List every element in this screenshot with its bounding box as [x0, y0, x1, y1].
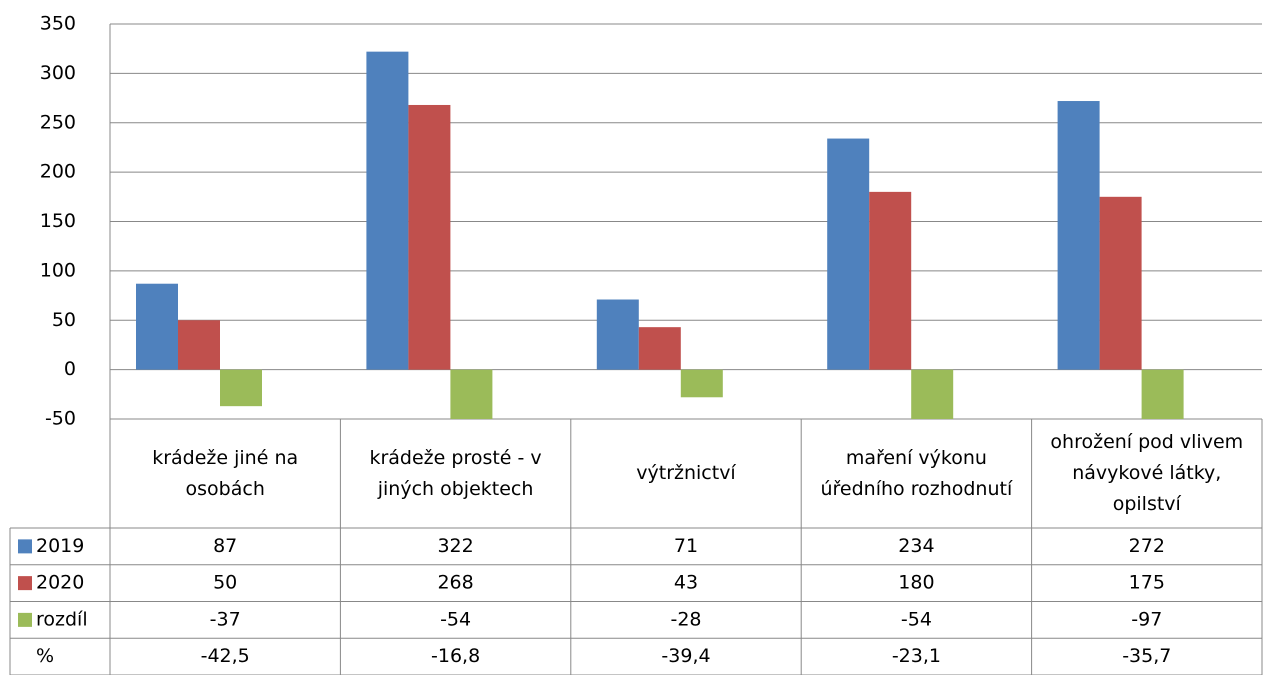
bar: [827, 138, 870, 370]
y-tick-label: 250: [40, 111, 76, 133]
table-value: -16,8: [431, 645, 480, 667]
legend-label: rozdíl: [36, 608, 88, 630]
y-tick-label: 50: [52, 309, 76, 331]
row-label: %: [36, 645, 54, 667]
table-value: -39,4: [661, 645, 710, 667]
legend-swatch: [18, 539, 32, 554]
bar: [1057, 101, 1100, 370]
category-label-box: ohrožení pod vlivem návykové látky, opil…: [1050, 431, 1244, 515]
y-tick-label: 300: [40, 62, 76, 84]
legend-label: 2019: [36, 535, 84, 557]
bar: [408, 104, 451, 370]
bar: [220, 369, 262, 407]
x-tick-label: výtržnictví: [636, 462, 736, 484]
category-label-box: maření výkonu úředního rozhodnutí: [820, 446, 1013, 500]
bar: [366, 51, 409, 370]
table-value: -54: [440, 608, 471, 630]
category-label-box: výtržnictví: [636, 462, 736, 484]
table-value: -23,1: [892, 645, 941, 667]
category-label-box: krádeže prosté - v jiných objektech: [369, 446, 542, 500]
x-tick-label: krádeže jiné na osobách: [152, 446, 299, 500]
grid: -50 0 50 100 150 200 250 300 350: [40, 13, 1262, 430]
bar: [911, 369, 954, 419]
y-tick-label: -50: [45, 408, 76, 430]
table-value: 50: [213, 572, 237, 594]
table-value: 87: [213, 535, 237, 557]
bar: [869, 191, 912, 370]
data-table: krádeže jiné na osobách krádeže prosté - …: [9, 419, 1263, 675]
table-value: -37: [210, 608, 241, 630]
table-value: 268: [437, 572, 473, 594]
legend-swatch: [18, 576, 32, 591]
table-value: 272: [1129, 535, 1165, 557]
y-tick-label: 0: [64, 358, 76, 380]
table-value: 71: [674, 535, 698, 557]
table-value: -35,7: [1122, 645, 1171, 667]
y-tick-label: 350: [40, 13, 76, 35]
bar: [178, 320, 220, 370]
x-tick-label: maření výkonu úředního rozhodnutí: [820, 446, 1013, 500]
bar: [1099, 196, 1142, 370]
y-tick-label: 200: [40, 161, 76, 183]
bars: [136, 51, 1184, 419]
x-tick-label: ohrožení pod vlivem návykové látky, opil…: [1050, 431, 1244, 515]
table-value: 175: [1129, 572, 1165, 594]
table-value: -28: [670, 608, 701, 630]
table-value: 43: [674, 572, 698, 594]
bar: [450, 369, 493, 419]
x-tick-label: krádeže prosté - v jiných objektech: [369, 446, 542, 500]
bar: [596, 299, 639, 370]
table-value: -42,5: [201, 645, 250, 667]
bar: [680, 369, 723, 398]
table-value: -54: [901, 608, 932, 630]
category-label-box: krádeže jiné na osobách: [152, 446, 299, 500]
bar: [136, 283, 178, 370]
table-value: 180: [898, 572, 934, 594]
table-value: 322: [437, 535, 473, 557]
legend-swatch: [18, 612, 32, 627]
y-tick-label: 100: [40, 259, 76, 281]
legend-label: 2020: [36, 572, 84, 594]
y-tick-label: 150: [40, 210, 76, 232]
table-value: -97: [1131, 608, 1162, 630]
bar: [638, 327, 681, 370]
bar: [1141, 369, 1184, 419]
table-value: 234: [898, 535, 934, 557]
